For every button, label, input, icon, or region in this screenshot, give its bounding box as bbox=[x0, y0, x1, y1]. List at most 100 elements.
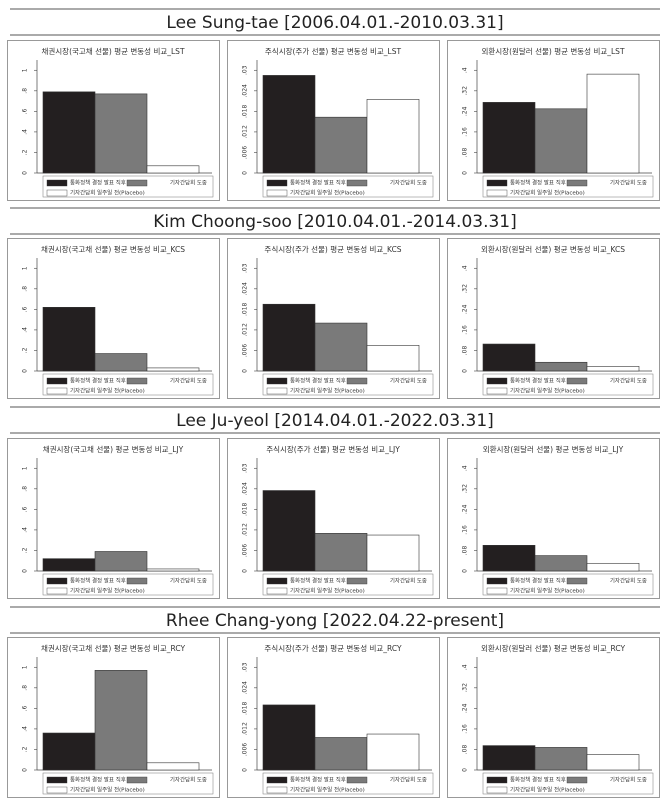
legend-swatch bbox=[126, 776, 148, 784]
bar bbox=[586, 562, 640, 572]
legend-swatch bbox=[266, 776, 288, 784]
legend-swatch bbox=[486, 786, 508, 794]
y-tick-label: .4 bbox=[22, 527, 29, 533]
y-tick-label: 0 bbox=[462, 171, 469, 175]
y-tick-label: .018 bbox=[242, 702, 249, 716]
legend-label: 기자간담회 일주일 전(Placebo) bbox=[70, 587, 145, 595]
legend-label: 기자간담회 도중 bbox=[390, 776, 427, 784]
legend-swatch bbox=[46, 179, 68, 187]
legend-swatch bbox=[46, 587, 68, 595]
legend-label: 통화정책 결정 발표 직후 bbox=[290, 377, 346, 385]
y-tick-label: .4 bbox=[462, 67, 469, 73]
bar bbox=[94, 670, 148, 771]
y-tick-label: .012 bbox=[242, 125, 249, 139]
chart-panel: 외환시장(원달러 선물) 평균 변동성 비교_LST 0 .08 .16 .24 .32.… bbox=[447, 40, 660, 201]
y-tick-label: .4 bbox=[22, 129, 29, 135]
legend-swatch bbox=[346, 377, 368, 385]
y-tick-label: 1 bbox=[22, 266, 29, 270]
y-tick-label: 1 bbox=[22, 466, 29, 470]
y-tick-label: .08 bbox=[462, 745, 469, 755]
bar bbox=[314, 116, 368, 174]
section-title: Lee Ju-yeol [2014.04.01.-2022.03.31] bbox=[176, 411, 494, 431]
bar bbox=[366, 345, 420, 372]
y-tick-label: .32 bbox=[462, 683, 469, 693]
legend-box bbox=[262, 573, 434, 596]
y-tick-label: 0 bbox=[22, 171, 29, 175]
legend-box bbox=[262, 373, 434, 396]
legend-swatch bbox=[486, 189, 508, 197]
legend-swatch bbox=[486, 387, 508, 395]
bar bbox=[366, 99, 420, 174]
chart-title: 채권시장(국고채 선물) 평균 변동성 비교_RCY bbox=[41, 643, 185, 653]
bar bbox=[262, 303, 316, 372]
chart-panel: 외환시장(원달러 선물) 평균 변동성 비교_KCS 0 .08 .16 .24 .32.… bbox=[447, 238, 660, 399]
y-tick-label: .24 bbox=[462, 703, 469, 713]
chart-title: 주식시장(주가 선물) 평균 변동성 비교_LJY bbox=[266, 444, 400, 454]
bar bbox=[262, 75, 316, 174]
chart-title: 외환시장(원달러 선물) 평균 변동성 비교_LJY bbox=[483, 444, 624, 454]
bar bbox=[262, 490, 316, 572]
y-tick-label: .4 bbox=[22, 726, 29, 732]
legend-label: 통화정책 결정 발표 직후 bbox=[70, 776, 126, 784]
bar bbox=[586, 754, 640, 771]
chart-panel: 채권시장(국고채 선물) 평균 변동성 비교_KCS 0 .2 .4 .6 .8 1 통화정책… bbox=[7, 238, 220, 399]
legend-label: 기자간담회 도중 bbox=[170, 776, 207, 784]
y-tick-label: 1 bbox=[22, 665, 29, 669]
bar bbox=[586, 366, 640, 372]
legend-swatch bbox=[566, 377, 588, 385]
legend-label: 통화정책 결정 발표 직후 bbox=[290, 776, 346, 784]
y-tick-label: .32 bbox=[462, 86, 469, 96]
legend-label: 기자간담회 도중 bbox=[390, 377, 427, 385]
y-tick-label: 0 bbox=[22, 569, 29, 573]
y-tick-label: 0 bbox=[242, 569, 249, 573]
y-tick-label: .24 bbox=[462, 106, 469, 116]
bar bbox=[586, 73, 640, 174]
y-tick-label: .8 bbox=[22, 286, 29, 292]
legend-label: 기자간담회 도중 bbox=[170, 377, 207, 385]
legend-swatch bbox=[486, 179, 508, 187]
y-tick-label: .16 bbox=[462, 325, 469, 335]
y-tick-label: .24 bbox=[462, 304, 469, 314]
legend-swatch bbox=[486, 377, 508, 385]
legend-box bbox=[42, 573, 214, 596]
y-tick-label: .4 bbox=[462, 265, 469, 271]
legend-label: 기자간담회 도중 bbox=[170, 577, 207, 585]
y-tick-label: .08 bbox=[462, 546, 469, 556]
legend-label: 통화정책 결정 발표 직후 bbox=[290, 179, 346, 187]
y-tick-label: .6 bbox=[22, 108, 29, 114]
chart-title: 채권시장(국고채 선물) 평균 변동성 비교_KCS bbox=[41, 244, 185, 254]
panel-frame bbox=[447, 637, 660, 798]
legend-label: 통화정책 결정 발표 직후 bbox=[510, 377, 566, 385]
y-tick-label: .024 bbox=[242, 482, 249, 496]
y-tick-label: .024 bbox=[242, 282, 249, 296]
legend-swatch bbox=[266, 377, 288, 385]
y-tick-label: .006 bbox=[242, 544, 249, 558]
bar bbox=[366, 534, 420, 572]
legend-label: 기자간담회 도중 bbox=[390, 577, 427, 585]
y-tick-label: .16 bbox=[462, 525, 469, 535]
y-tick-label: 0 bbox=[242, 171, 249, 175]
chart-panel: 채권시장(국고채 선물) 평균 변동성 비교_LST 0 .2 .4 .6 .8 1 통화정책… bbox=[7, 40, 220, 201]
chart-title: 외환시장(원달러 선물) 평균 변동성 비교_KCS bbox=[481, 244, 625, 254]
bar bbox=[42, 732, 96, 771]
legend-swatch bbox=[266, 577, 288, 585]
bar bbox=[146, 568, 200, 572]
y-tick-label: 0 bbox=[22, 768, 29, 772]
legend-swatch bbox=[486, 587, 508, 595]
legend-swatch bbox=[46, 189, 68, 197]
legend-box bbox=[482, 175, 654, 198]
chart-panel: 주식시장(주가 선물) 평균 변동성 비교_KCS 0 .006 .012 .018 .0… bbox=[227, 238, 440, 399]
legend-swatch bbox=[346, 179, 368, 187]
bar bbox=[146, 762, 200, 771]
y-tick-label: .8 bbox=[22, 685, 29, 691]
y-tick-label: .6 bbox=[22, 306, 29, 312]
y-tick-label: .4 bbox=[462, 465, 469, 471]
bar bbox=[534, 747, 588, 771]
legend-label: 기자간담회 일주일 전(Placebo) bbox=[290, 387, 365, 395]
legend-label: 기자간담회 일주일 전(Placebo) bbox=[290, 786, 365, 794]
bar bbox=[534, 108, 588, 174]
legend-label: 통화정책 결정 발표 직후 bbox=[290, 577, 346, 585]
legend-swatch bbox=[566, 776, 588, 784]
y-tick-label: 0 bbox=[242, 369, 249, 373]
